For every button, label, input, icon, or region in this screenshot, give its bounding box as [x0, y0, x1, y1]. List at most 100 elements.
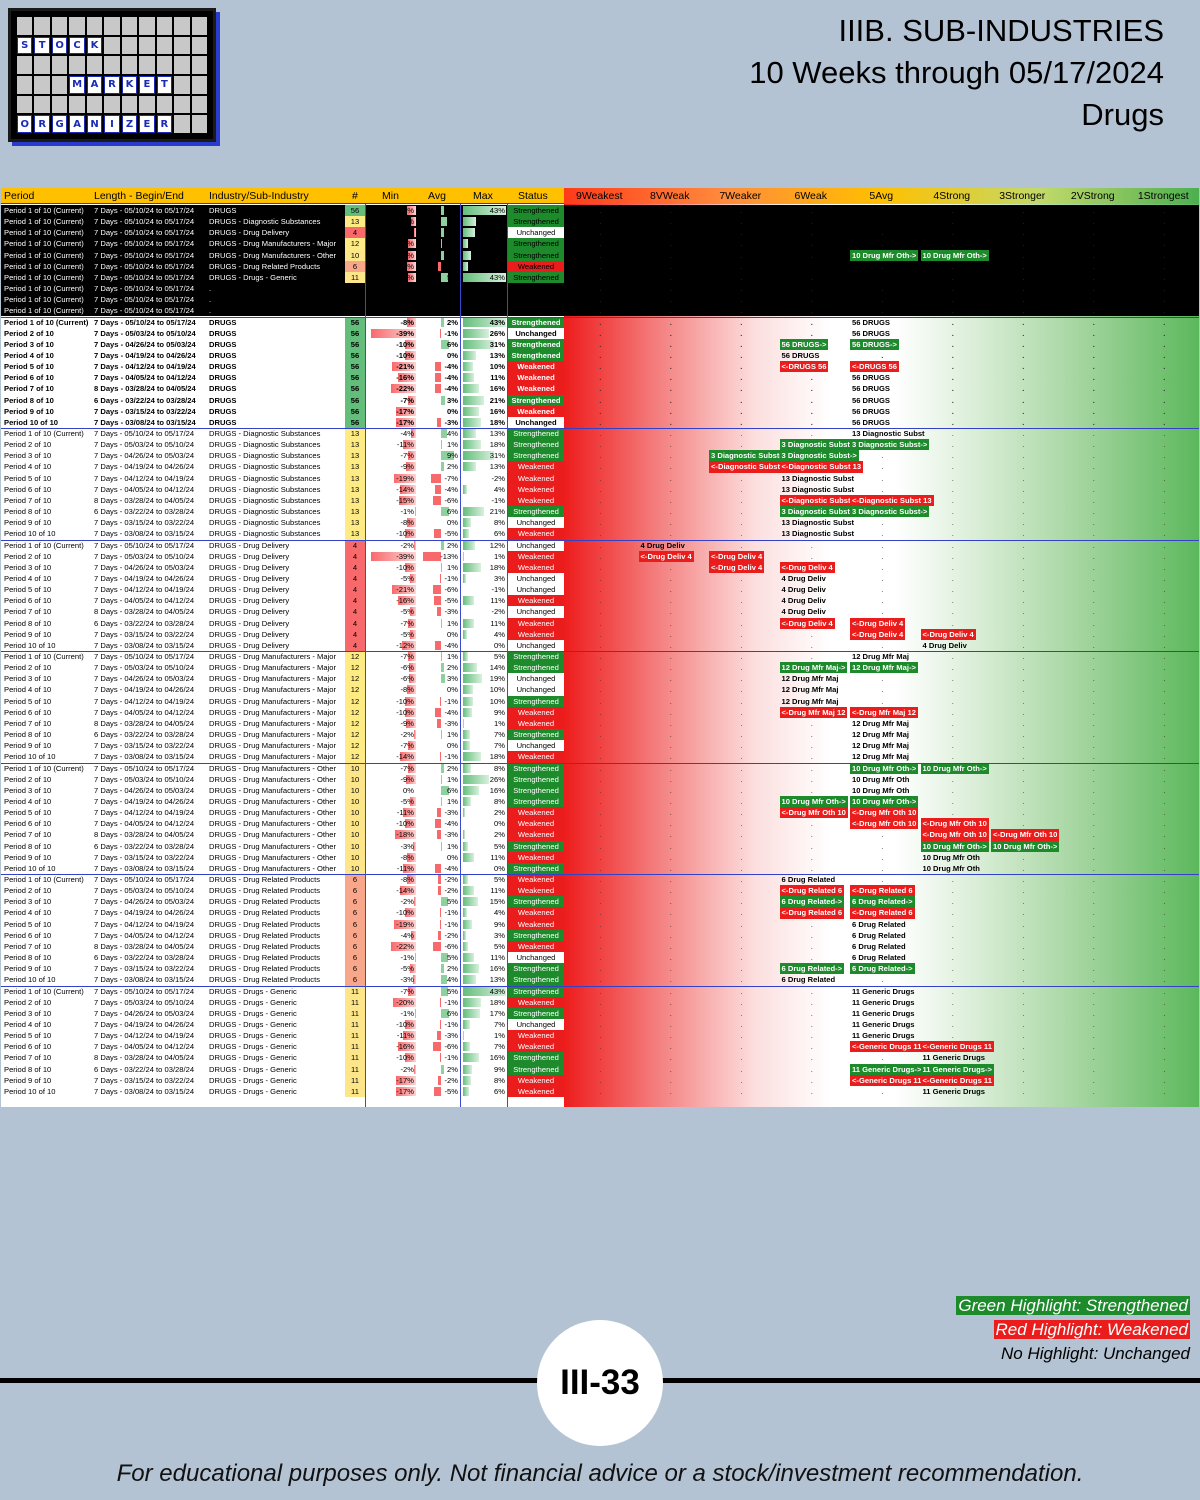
bucket-dot: .: [669, 975, 672, 985]
length-cell: 7 Days - 04/19/24 to 04/26/24: [94, 462, 195, 472]
logo-letter: Z: [121, 115, 138, 133]
avg-cell: 0%: [447, 852, 458, 862]
max-bar: [463, 596, 474, 606]
table-row: Period 1 of 10 (Current) 7 Days - 05/10/2…: [1, 249, 1199, 261]
status-cell: Weakened: [508, 550, 564, 562]
max-cell: 7%: [494, 1042, 505, 1052]
period-cell: Period 6 of 10: [4, 930, 52, 940]
avg-cell: 2%: [447, 964, 458, 974]
bucket-dot: .: [599, 986, 602, 996]
bucket-dot: .: [669, 473, 672, 483]
table-row: Period 4 of 10 7 Days - 04/19/24 to 04/26…: [1, 461, 1199, 473]
bucket-dot: .: [740, 395, 743, 405]
max-cell: 26%: [489, 774, 505, 784]
avg-cell: 6%: [447, 507, 458, 517]
bucket-dot: .: [951, 863, 954, 873]
avg-cell: 3%: [447, 674, 458, 684]
max-bar: [463, 908, 467, 918]
avg-cell: -1%: [444, 908, 458, 918]
table-row: Period 6 of 10 7 Days - 04/05/24 to 04/12…: [1, 595, 1199, 607]
status-cell: Strengthened: [508, 1052, 564, 1064]
period-cell: Period 1 of 10 (Current): [4, 317, 89, 327]
bucket-label: <-Drug Mfr Oth 10: [920, 829, 989, 841]
bucket-dot: .: [1022, 395, 1025, 405]
length-cell: 7 Days - 05/10/24 to 05/17/24: [94, 228, 195, 238]
bucket-dot: .: [881, 997, 884, 1007]
bucket-dot: .: [1022, 930, 1025, 940]
table-row: Period 10 of 10 7 Days - 03/08/24 to 03/1…: [1, 416, 1199, 428]
max-bar: [463, 1008, 480, 1018]
period-cell: Period 9 of 10: [4, 741, 52, 751]
industry-cell: .: [209, 306, 212, 316]
bucket-dot: .: [951, 964, 954, 974]
bucket-dot: .: [951, 518, 954, 528]
period-cell: Period 9 of 10: [4, 629, 52, 639]
bucket-dot: .: [740, 1064, 743, 1074]
length-cell: 7 Days - 05/03/24 to 05/10/24: [94, 774, 195, 784]
status-cell: Weakened: [508, 617, 564, 629]
status-cell: Strengthened: [508, 349, 564, 362]
bucket-dot: .: [951, 941, 954, 951]
bucket-dot: .: [740, 206, 743, 215]
logo-letter: [17, 75, 33, 94]
bucket-dot: .: [740, 796, 743, 806]
bucket-dot: .: [599, 875, 602, 884]
period-cell: Period 5 of 10: [4, 696, 52, 706]
bucket-label-target: <-Drug Related 6: [850, 907, 915, 919]
bucket-dot: .: [599, 1008, 602, 1018]
length-cell: 7 Days - 05/10/24 to 05/17/24: [94, 206, 195, 215]
industry-cell: DRUGS - Drugs - Generic: [209, 1042, 297, 1052]
length-cell: 7 Days - 05/10/24 to 05/17/24: [94, 317, 196, 327]
period-cell: Period 1 of 10 (Current): [4, 206, 84, 215]
bucket-dot: .: [740, 1075, 743, 1085]
period-cell: Period 5 of 10: [4, 1031, 52, 1041]
period-cell: Period 1 of 10 (Current): [4, 875, 84, 884]
min-bar: [404, 908, 416, 918]
logo-letter: [191, 75, 207, 94]
bucket-dot: .: [669, 1075, 672, 1085]
status-cell: Weakened: [508, 940, 564, 953]
table-row: Period 1 of 10 (Current) 7 Days - 05/10/2…: [1, 271, 1199, 284]
avg-cell: -2%: [444, 261, 458, 271]
bucket-dot: .: [1092, 462, 1095, 472]
avg-cell: -4%: [444, 863, 458, 873]
table-row: Period 2 of 10 7 Days - 05/03/24 to 05/10…: [1, 550, 1199, 562]
bucket-label-target: <-Drug Deliv 4: [920, 628, 976, 640]
bucket-dot: .: [669, 362, 672, 372]
min-bar: [407, 272, 416, 282]
bucket-dot: .: [810, 417, 813, 427]
max-bar: [463, 429, 476, 438]
bucket-dot: .: [669, 808, 672, 818]
bucket-dot: .: [669, 629, 672, 639]
bucket-dot: .: [881, 863, 884, 873]
bucket-dot: .: [1022, 953, 1025, 963]
bucket-dot: .: [1163, 295, 1166, 305]
count-cell: 11: [345, 1018, 365, 1031]
count-cell: 10: [345, 862, 365, 874]
bucket-dot: .: [599, 1053, 602, 1063]
avg-bar: [441, 1008, 450, 1018]
min-cell: -16%: [396, 1042, 414, 1052]
min-cell: -10%: [396, 1053, 414, 1063]
bucket-dot: .: [1022, 362, 1025, 372]
bucket-dot: .: [669, 451, 672, 461]
bucket-dot: .: [669, 919, 672, 929]
bucket-dot: .: [951, 261, 954, 271]
count-cell: 13: [345, 450, 365, 462]
count-cell: 4: [345, 561, 365, 573]
status-cell: Weakened: [508, 628, 564, 640]
min-bar: [407, 395, 416, 405]
bucket-label: 12 Drug Mfr Maj: [852, 718, 909, 728]
length-cell: 7 Days - 04/12/24 to 04/19/24: [94, 919, 195, 929]
bucket-dot: .: [810, 295, 813, 305]
table-row: Period 5 of 10 7 Days - 04/12/24 to 04/19…: [1, 807, 1199, 819]
bucket-label: 10 Drug Mfr Oth: [922, 852, 980, 862]
min-cell: -8%: [400, 875, 414, 884]
bucket-dot: .: [740, 685, 743, 695]
bucket-dot: .: [1092, 518, 1095, 528]
bucket-dot: .: [881, 674, 884, 684]
strength-heatmap-background: [564, 204, 1199, 1107]
bucket-dot: .: [1163, 741, 1166, 751]
bucket-dot: .: [810, 272, 813, 282]
